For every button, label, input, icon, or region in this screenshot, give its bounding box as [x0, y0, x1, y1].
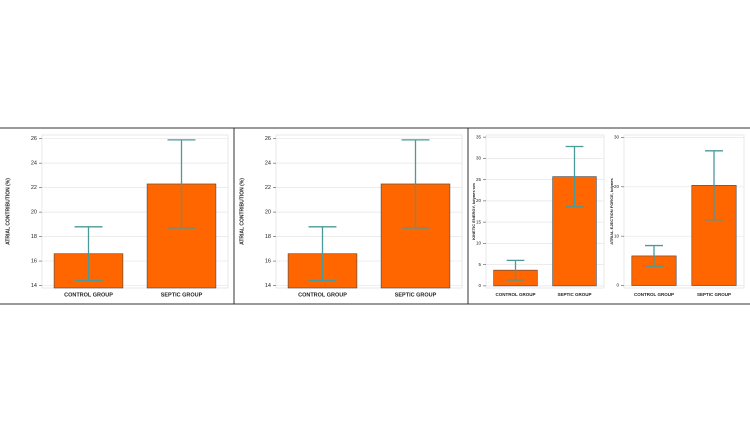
x-tick-label: CONTROL GROUP [496, 292, 536, 297]
y-tick-label: 18 [265, 234, 271, 240]
x-tick-label: CONTROL GROUP [298, 292, 347, 298]
y-tick-label: 16 [31, 259, 37, 265]
error-bar [506, 259, 525, 281]
y-tick-label: 15 [476, 219, 482, 224]
x-tick-label: SEPTIC GROUP [697, 292, 731, 297]
y-axis-label: ATRIAL CONTRIBUTION (%) [5, 178, 11, 245]
x-tick-label: SEPTIC GROUP [395, 292, 437, 298]
y-tick-label: 20 [265, 210, 271, 216]
plot-area [41, 134, 229, 289]
y-tick-label: 20 [31, 210, 37, 216]
y-tick-label: 25 [476, 177, 482, 182]
plot-area [275, 134, 463, 289]
x-tick-label: CONTROL GROUP [64, 292, 113, 298]
y-tick-label: 22 [31, 185, 37, 191]
y-tick-label: 20 [476, 198, 482, 203]
y-tick-label: 20 [614, 184, 620, 189]
y-tick-label: 26 [31, 136, 37, 142]
y-tick-label: 24 [31, 161, 37, 167]
error-bar [565, 145, 584, 208]
y-tick-label: 14 [31, 283, 37, 289]
y-tick-label: 0 [616, 283, 619, 288]
error-bar [705, 150, 723, 221]
y-tick-label: 16 [265, 259, 271, 265]
y-tick-label: 5 [478, 262, 481, 267]
y-tick-label: 10 [614, 233, 620, 238]
y-tick-label: 30 [614, 135, 620, 140]
y-axis-label: KINETIC ENERGY, kdynes·cm [471, 183, 476, 240]
error-bar [401, 139, 430, 229]
y-tick-label: 30 [476, 156, 482, 161]
y-axis-label: ATRIAL EJECTION FORCE, kdynes [609, 177, 614, 244]
y-tick-label: 26 [265, 136, 271, 142]
y-tick-label: 10 [476, 241, 482, 246]
y-tick-label: 22 [265, 185, 271, 191]
error-bar [167, 139, 196, 229]
y-tick-label: 14 [265, 283, 271, 289]
plot-area [623, 134, 745, 289]
x-tick-label: SEPTIC GROUP [557, 292, 591, 297]
plot-area [485, 134, 605, 289]
error-bar [308, 226, 337, 282]
y-axis-label: ATRIAL CONTRIBUTION (%) [239, 178, 245, 245]
x-tick-label: SEPTIC GROUP [161, 292, 203, 298]
x-tick-label: CONTROL GROUP [634, 292, 674, 297]
y-tick-label: 24 [265, 161, 271, 167]
error-bar [645, 244, 663, 267]
y-tick-label: 18 [31, 234, 37, 240]
error-bar [74, 226, 103, 282]
y-tick-label: 0 [478, 283, 481, 288]
bar [380, 183, 451, 289]
y-tick-label: 35 [476, 134, 482, 139]
